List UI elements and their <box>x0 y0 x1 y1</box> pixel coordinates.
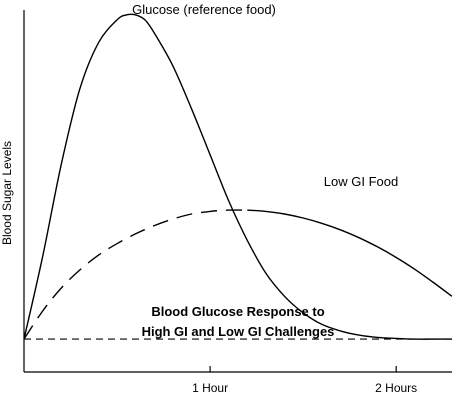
x-tick-label-1: 2 Hours <box>375 381 417 395</box>
series-label-low-gi: Low GI Food <box>324 174 398 189</box>
series-label-glucose: Glucose (reference food) <box>132 2 276 17</box>
series-line-1-solid <box>247 209 452 297</box>
series-group <box>23 13 452 340</box>
axes: 1 Hour 2 Hours <box>23 10 452 395</box>
x-tick-label-0: 1 Hour <box>192 381 228 395</box>
labels-group: Glucose (reference food) Low GI Food Blo… <box>0 2 398 339</box>
y-axis-label: Blood Sugar Levels <box>0 141 14 245</box>
caption-line-2: High GI and Low GI Challenges <box>142 324 335 339</box>
series-line-0 <box>23 13 452 340</box>
caption-line-1: Blood Glucose Response to <box>151 304 324 319</box>
series-line-1-dashed <box>23 209 248 340</box>
